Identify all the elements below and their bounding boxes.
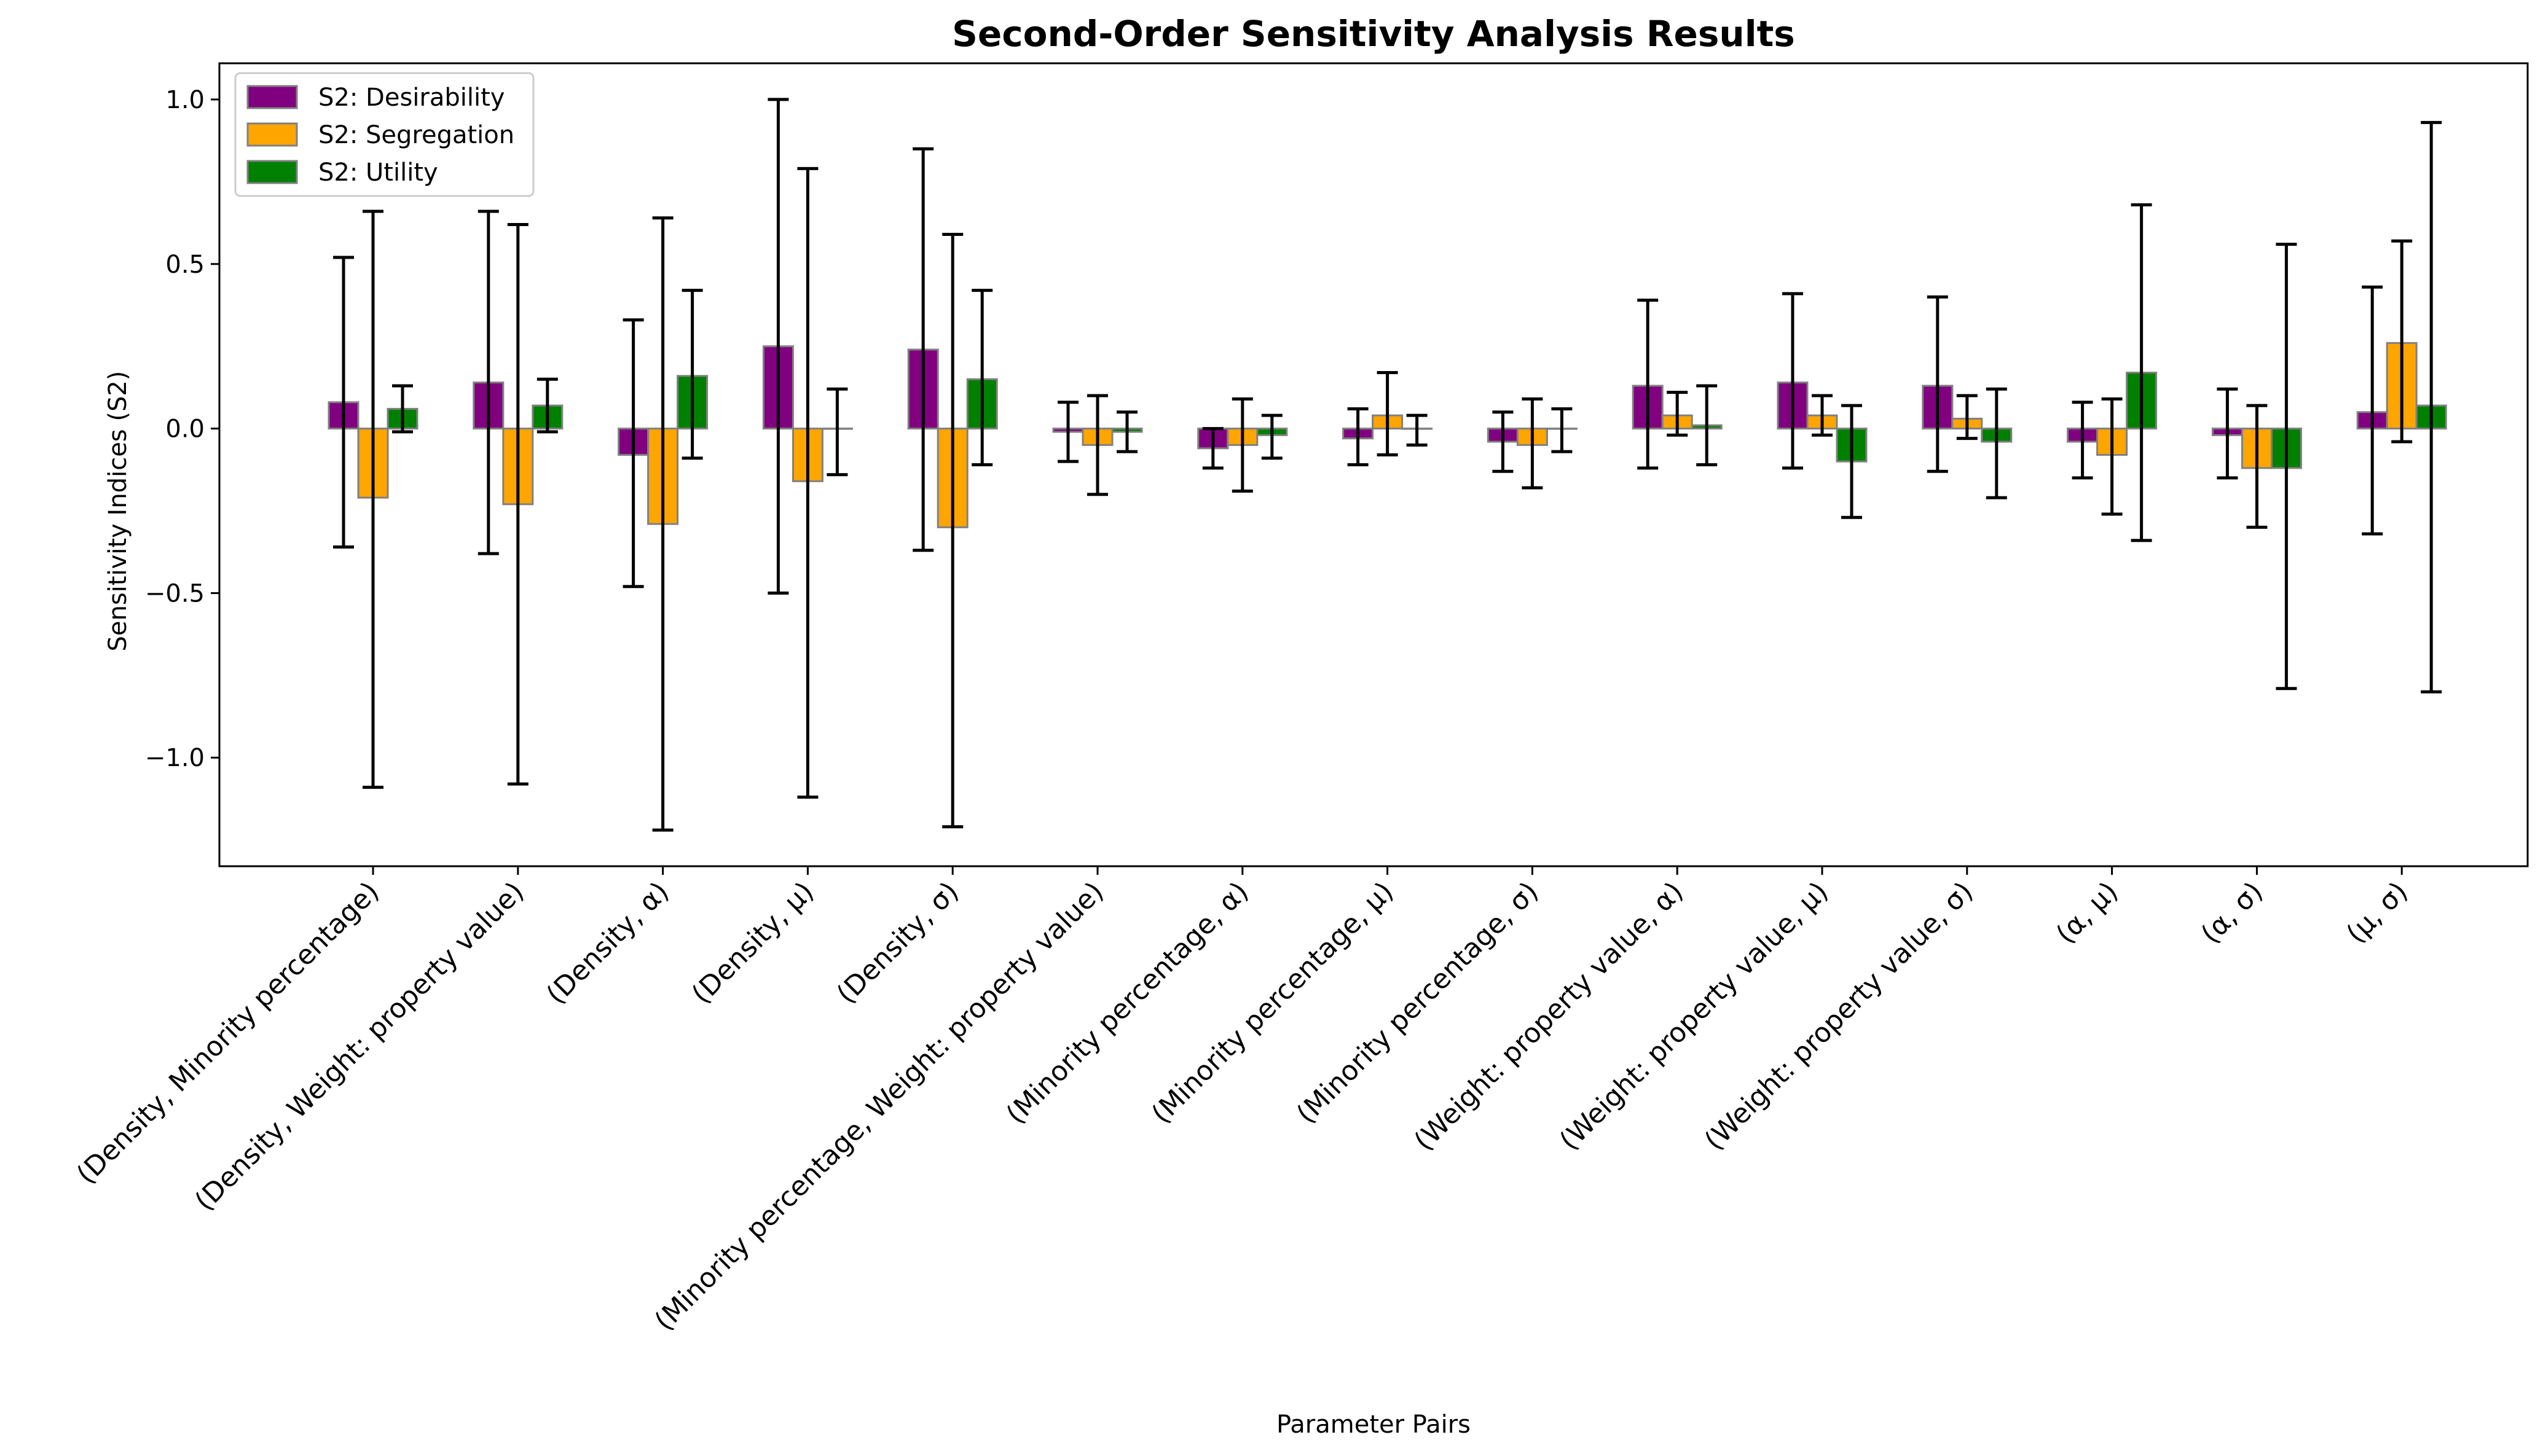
legend-entry: S2: Utility bbox=[318, 159, 438, 187]
legend-box bbox=[234, 72, 535, 197]
x-tick-label: (Weight: property value, σ) bbox=[1699, 876, 1979, 1157]
plot-border bbox=[218, 62, 2529, 867]
plot-area bbox=[219, 63, 2528, 866]
chart-title: Second-Order Sensitivity Analysis Result… bbox=[952, 13, 1795, 55]
x-tick-label: (Density, μ) bbox=[686, 876, 820, 1010]
x-tick-label: (Weight: property value, μ) bbox=[1554, 876, 1834, 1157]
x-tick-label: (Density, Minority percentage) bbox=[71, 876, 385, 1191]
y-tick-label: −1.0 bbox=[145, 744, 205, 772]
x-tick-label: (α, σ) bbox=[2195, 876, 2269, 950]
x-tick-label: (Minority percentage, μ) bbox=[1146, 876, 1399, 1130]
x-tick-label: (α, μ) bbox=[2050, 876, 2124, 950]
y-axis-label: Sensitivity Indices (S2) bbox=[104, 371, 132, 652]
y-axis-ticks: −1.0 −0.5 0.0 0.5 1.0 bbox=[145, 86, 219, 772]
legend-entry: S2: Desirability bbox=[318, 84, 505, 112]
x-axis-ticks: (Density, Minority percentage)(Density, … bbox=[71, 866, 2414, 1337]
x-tick-label: (Density, Weight: property value) bbox=[189, 876, 530, 1217]
legend-swatch bbox=[246, 160, 298, 184]
y-tick-label: 0.5 bbox=[165, 251, 205, 279]
legend: S2: Desirability S2: Segregation S2: Utili… bbox=[234, 72, 535, 197]
x-tick-label: (Minority percentage, α) bbox=[1000, 876, 1255, 1130]
x-tick-label: (Minority percentage, σ) bbox=[1291, 876, 1544, 1130]
y-tick-label: −0.5 bbox=[145, 579, 205, 608]
legend-swatch bbox=[246, 122, 298, 147]
x-tick-label: (Weight: property value, α) bbox=[1409, 876, 1689, 1157]
plot-frame bbox=[218, 62, 2529, 867]
plot-background bbox=[219, 63, 2528, 866]
x-tick-label: (Density, σ) bbox=[831, 876, 965, 1010]
y-tick-label: 0.0 bbox=[165, 415, 205, 444]
x-tick-label: (Density, α) bbox=[540, 876, 675, 1011]
x-axis-label: Parameter Pairs bbox=[1276, 1411, 1471, 1439]
legend-swatch bbox=[246, 85, 298, 109]
y-tick-label: 1.0 bbox=[165, 86, 205, 114]
errorbars-group bbox=[333, 98, 2442, 832]
legend-entry: S2: Segregation bbox=[318, 121, 514, 149]
x-tick-label: (μ, σ) bbox=[2340, 876, 2414, 950]
